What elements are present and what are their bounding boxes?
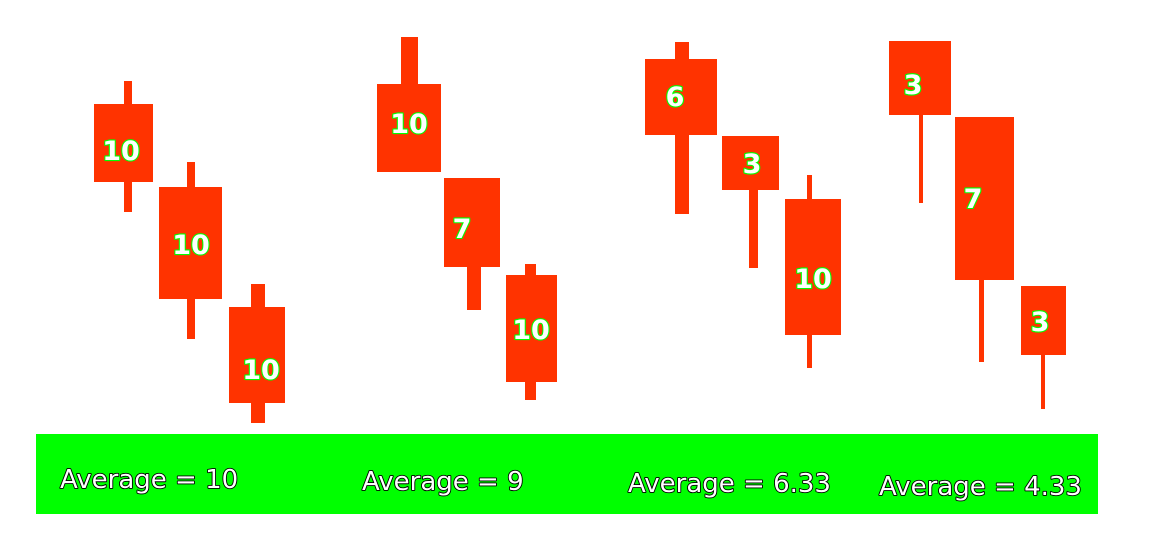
candle-label: 3 [904,70,923,101]
candle-wick [919,90,923,203]
candle-body [94,104,153,182]
average-label-2: Average = 9 [362,467,524,497]
average-band [36,434,1098,514]
candle-body [444,178,500,267]
average-label-1: Average = 10 [60,465,238,495]
candle-label: 7 [453,214,472,245]
candle-4-3: 3 [1021,286,1066,409]
candle-wick [749,150,758,268]
candle-3-3: 10 [785,175,841,368]
candle-3-2: 3 [722,136,779,268]
candle-4-1: 3 [889,41,951,203]
average-label-4: Average = 4.33 [879,472,1082,502]
candle-body [229,307,285,403]
candle-body [645,59,717,135]
candle-2-3: 10 [506,264,557,400]
average-label-3: Average = 6.33 [628,469,831,499]
candle-group-2: 10 7 10 [377,37,557,400]
candle-body [785,199,841,335]
candle-label: 3 [1031,307,1050,338]
candle-body [955,117,1014,280]
candle-wick [1041,330,1045,409]
candle-body [377,84,441,172]
candle-label: 7 [964,184,983,215]
candle-1-3: 10 [229,284,285,423]
candle-body [722,136,779,190]
candle-label: 6 [666,82,685,113]
candle-label: 3 [743,149,762,180]
candle-2-1: 10 [377,37,441,172]
candle-group-3: 6 3 10 [645,42,841,368]
candle-body [506,275,557,382]
candle-group-1: 10 10 10 [94,81,285,423]
candle-label: 10 [172,230,210,261]
candle-label: 10 [242,355,280,386]
candle-group-4: 3 7 3 [889,41,1066,409]
candle-1-2: 10 [159,162,222,339]
candle-body [159,187,222,299]
candle-3-1: 6 [645,42,717,214]
candle-wick [979,250,984,362]
candle-2-2: 7 [444,178,500,310]
candle-1-1: 10 [94,81,153,212]
candle-label: 10 [794,264,832,295]
candle-body [1021,286,1066,355]
candle-body [889,41,951,115]
candle-4-2: 7 [955,117,1014,362]
candle-label: 10 [390,109,428,140]
candle-label: 10 [512,315,550,346]
candle-label: 10 [102,136,140,167]
